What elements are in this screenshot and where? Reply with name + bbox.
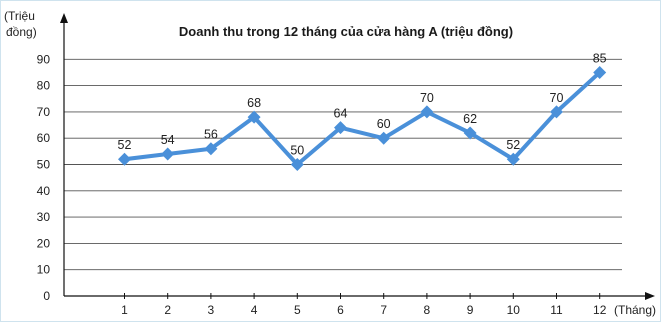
gridlines — [64, 58, 622, 271]
data-point-marker — [204, 142, 218, 156]
x-tick-labels: 1 2 3 4 5 6 7 8 9 10 11 12 — [121, 293, 607, 317]
data-labels: 52 54 56 68 50 64 60 70 62 52 70 85 — [118, 51, 607, 157]
y-tick-label: 40 — [37, 184, 51, 198]
x-tick-label: 3 — [208, 303, 215, 317]
x-tick-label: 11 — [550, 303, 563, 317]
data-point-marker — [593, 65, 607, 79]
x-tick-label: 8 — [424, 303, 431, 317]
x-tick-label: 4 — [251, 303, 258, 317]
y-tick-label: 10 — [37, 263, 51, 277]
data-point-marker — [506, 152, 520, 166]
data-point-marker — [118, 152, 131, 166]
x-axis-title: (Tháng) — [614, 303, 656, 317]
data-label: 54 — [161, 133, 175, 147]
x-axis-arrow-icon — [645, 292, 655, 300]
data-label: 68 — [247, 96, 261, 110]
data-label: 52 — [118, 138, 132, 152]
data-label: 56 — [204, 128, 218, 142]
x-tick-label: 10 — [507, 303, 521, 317]
data-label: 85 — [593, 51, 607, 65]
y-tick-label: 70 — [37, 105, 51, 119]
data-point-marker — [463, 126, 477, 140]
y-tick-labels: 0 10 20 30 40 50 60 70 80 90 — [37, 52, 51, 303]
data-point-marker — [550, 105, 563, 119]
data-point-marker — [420, 105, 434, 119]
data-label: 60 — [377, 117, 391, 131]
x-tick-label: 9 — [467, 303, 474, 317]
data-label: 50 — [290, 144, 304, 158]
y-axis-arrow-icon — [60, 13, 68, 23]
x-tick-label: 12 — [593, 303, 607, 317]
series-revenue — [118, 65, 607, 171]
y-tick-label: 80 — [37, 79, 51, 93]
y-tick-label: 20 — [37, 236, 51, 250]
x-tick-label: 7 — [380, 303, 387, 317]
y-tick-label: 0 — [43, 289, 50, 303]
y-tick-label: 90 — [37, 52, 51, 66]
data-point-marker — [161, 147, 175, 161]
x-tick-label: 6 — [337, 303, 344, 317]
data-label: 70 — [550, 91, 564, 105]
data-point-marker — [377, 131, 391, 145]
data-point-marker — [247, 110, 261, 124]
series-line — [122, 70, 602, 167]
chart-title: Doanh thu trong 12 tháng của cửa hàng A … — [179, 24, 513, 39]
data-label: 52 — [506, 138, 520, 152]
y-tick-label: 30 — [37, 210, 51, 224]
y-axis-title-line2: đồng) — [6, 25, 37, 39]
y-tick-label: 50 — [37, 158, 51, 172]
data-label: 64 — [334, 107, 348, 121]
y-tick-label: 60 — [37, 131, 51, 145]
data-label: 70 — [420, 91, 434, 105]
data-label: 62 — [463, 112, 477, 126]
axes — [60, 13, 655, 300]
x-tick-label: 1 — [121, 303, 128, 317]
data-point-marker — [290, 158, 304, 171]
x-tick-label: 2 — [164, 303, 171, 317]
y-axis-title-line1: (Triệu — [4, 9, 35, 23]
data-point-marker — [334, 121, 347, 135]
x-tick-label: 5 — [294, 303, 301, 317]
